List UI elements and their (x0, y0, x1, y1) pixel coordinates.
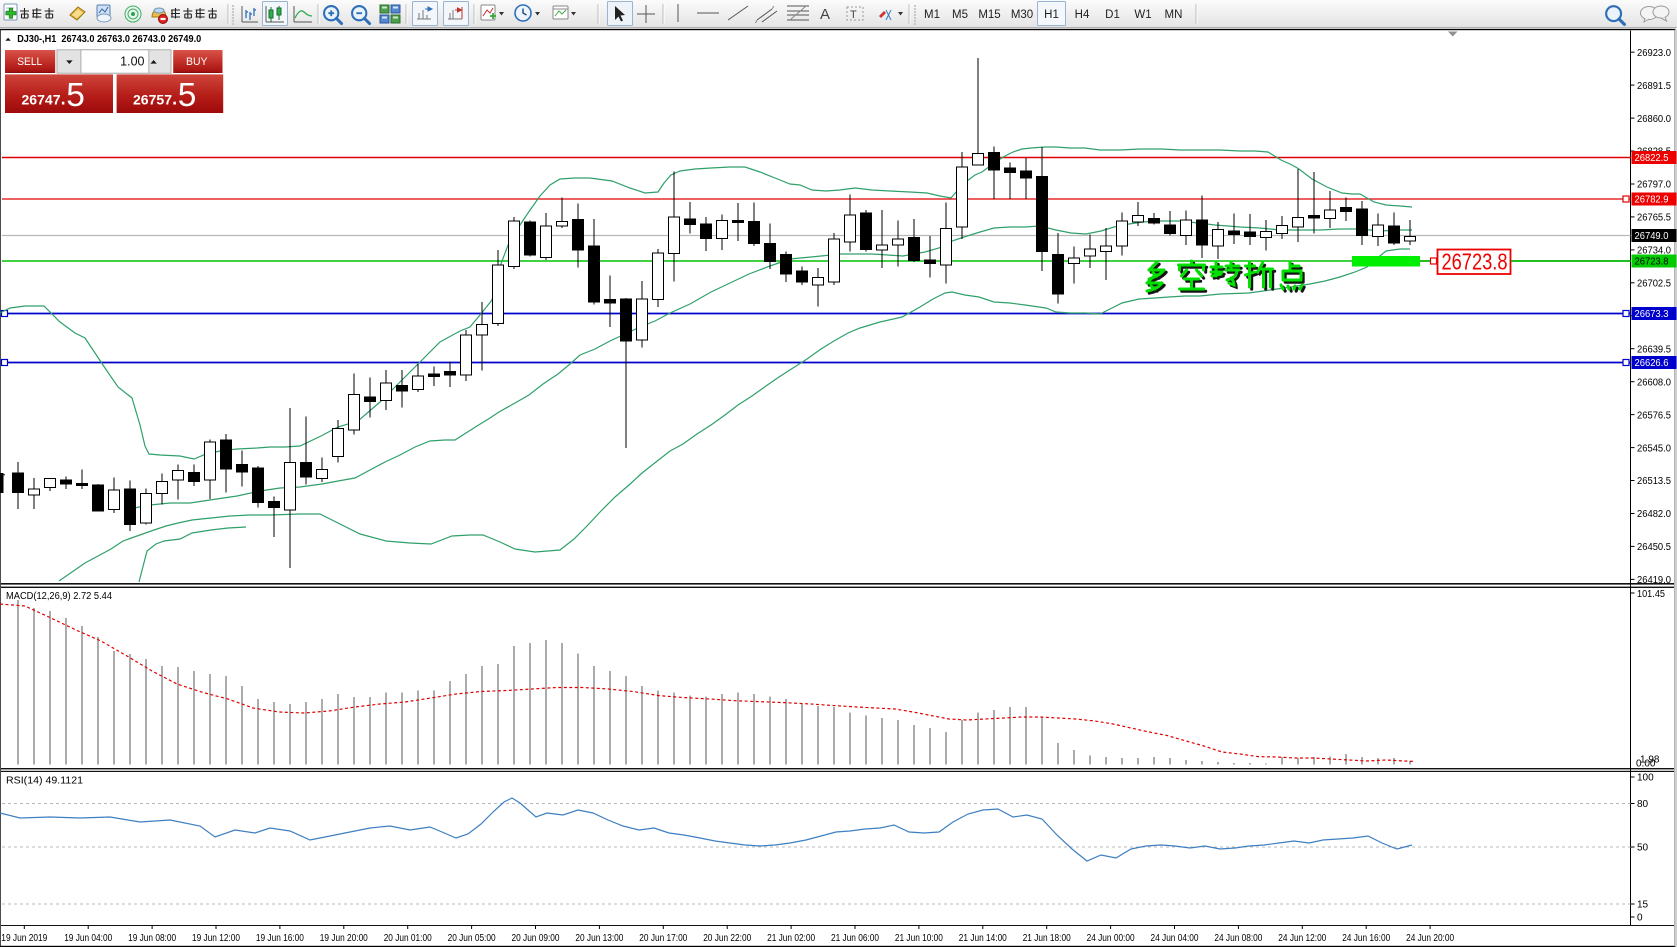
svg-text:0.00: 0.00 (1636, 759, 1656, 770)
svg-text:T: T (850, 9, 857, 21)
svg-text:19 Jun 04:00: 19 Jun 04:00 (64, 933, 112, 944)
svg-text:21 Jun 06:00: 21 Jun 06:00 (831, 933, 879, 944)
svg-text:26782.9: 26782.9 (1635, 195, 1669, 206)
svg-text:26639.5: 26639.5 (1637, 344, 1671, 355)
svg-text:26450.5: 26450.5 (1637, 542, 1671, 553)
svg-text:26765.5: 26765.5 (1637, 213, 1671, 224)
svg-text:26747: 26747 (22, 91, 61, 107)
svg-text:26576.5: 26576.5 (1637, 410, 1671, 421)
svg-text:26723.8: 26723.8 (1635, 257, 1669, 268)
svg-text:26860.0: 26860.0 (1637, 114, 1671, 125)
svg-text:15: 15 (1637, 900, 1649, 911)
svg-text:5: 5 (66, 77, 85, 114)
svg-text:1.98: 1.98 (1640, 755, 1660, 766)
svg-text:26891.5: 26891.5 (1637, 81, 1671, 92)
svg-text:20 Jun 22:00: 20 Jun 22:00 (703, 933, 751, 944)
svg-text:MACD(12,26,9) 2.72 5.44: MACD(12,26,9) 2.72 5.44 (6, 591, 112, 602)
svg-text:21 Jun 10:00: 21 Jun 10:00 (895, 933, 943, 944)
svg-text:19 Jun 20:00: 19 Jun 20:00 (320, 933, 368, 944)
svg-text:M30: M30 (1011, 9, 1033, 21)
svg-text:19 Jun 16:00: 19 Jun 16:00 (256, 933, 304, 944)
svg-text:24 Jun 16:00: 24 Jun 16:00 (1342, 933, 1390, 944)
svg-text:21 Jun 14:00: 21 Jun 14:00 (959, 933, 1007, 944)
svg-text:1.00: 1.00 (120, 55, 144, 69)
svg-text:DJ30-,H1 26743.0 26763.0 2674: DJ30-,H1 26743.0 26763.0 26743.0 26749.0 (17, 34, 201, 45)
svg-text:26749.0: 26749.0 (1635, 231, 1669, 242)
svg-text:.: . (60, 80, 67, 110)
svg-text:50: 50 (1637, 843, 1649, 854)
svg-text:26723.8: 26723.8 (1442, 249, 1508, 275)
svg-text:26545.0: 26545.0 (1637, 443, 1671, 454)
svg-text:19 Jun 08:00: 19 Jun 08:00 (128, 933, 176, 944)
svg-text:20 Jun 09:00: 20 Jun 09:00 (512, 933, 560, 944)
svg-text:19 Jun 12:00: 19 Jun 12:00 (192, 933, 240, 944)
svg-text:M15: M15 (978, 9, 1000, 21)
svg-text:26702.5: 26702.5 (1637, 279, 1671, 290)
svg-text:W1: W1 (1134, 9, 1151, 21)
svg-text:MN: MN (1165, 9, 1183, 21)
svg-text:100: 100 (1637, 773, 1654, 784)
svg-text:26757: 26757 (133, 91, 172, 107)
svg-text:A: A (820, 6, 830, 23)
svg-text:80: 80 (1637, 799, 1649, 810)
svg-text:26797.0: 26797.0 (1637, 180, 1671, 191)
svg-text:20 Jun 01:00: 20 Jun 01:00 (384, 933, 432, 944)
svg-text:26482.0: 26482.0 (1637, 509, 1671, 520)
svg-text:M1: M1 (924, 9, 940, 21)
svg-text:24 Jun 20:00: 24 Jun 20:00 (1406, 933, 1454, 944)
svg-text:24 Jun 12:00: 24 Jun 12:00 (1278, 933, 1326, 944)
svg-text:0: 0 (1637, 913, 1643, 924)
svg-text:24 Jun 04:00: 24 Jun 04:00 (1151, 933, 1199, 944)
svg-text:SELL: SELL (17, 56, 42, 68)
svg-text:24 Jun 00:00: 24 Jun 00:00 (1087, 933, 1135, 944)
svg-text:26734.0: 26734.0 (1637, 246, 1671, 257)
svg-text:26626.6: 26626.6 (1635, 358, 1669, 369)
svg-text:M5: M5 (952, 9, 968, 21)
svg-text:BUY: BUY (186, 56, 208, 68)
svg-text:20 Jun 17:00: 20 Jun 17:00 (639, 933, 687, 944)
svg-text:26673.3: 26673.3 (1635, 309, 1669, 320)
svg-text:20 Jun 05:00: 20 Jun 05:00 (448, 933, 496, 944)
svg-text:26608.0: 26608.0 (1637, 377, 1671, 388)
svg-text:RSI(14) 49.1121: RSI(14) 49.1121 (6, 776, 83, 787)
svg-text:26822.5: 26822.5 (1635, 153, 1669, 164)
svg-text:101.45: 101.45 (1637, 589, 1665, 600)
svg-text:.: . (171, 80, 178, 110)
svg-text:D1: D1 (1105, 9, 1120, 21)
svg-text:21 Jun 18:00: 21 Jun 18:00 (1023, 933, 1071, 944)
svg-text:20 Jun 13:00: 20 Jun 13:00 (575, 933, 623, 944)
svg-text:26419.0: 26419.0 (1637, 575, 1671, 586)
svg-text:H4: H4 (1075, 9, 1090, 21)
svg-text:24 Jun 08:00: 24 Jun 08:00 (1214, 933, 1262, 944)
svg-text:H1: H1 (1044, 9, 1059, 21)
svg-text:26923.0: 26923.0 (1637, 48, 1671, 59)
svg-text:19 Jun 2019: 19 Jun 2019 (1, 933, 47, 944)
svg-text:26513.5: 26513.5 (1637, 476, 1671, 487)
svg-text:5: 5 (178, 77, 197, 114)
svg-text:21 Jun 02:00: 21 Jun 02:00 (767, 933, 815, 944)
